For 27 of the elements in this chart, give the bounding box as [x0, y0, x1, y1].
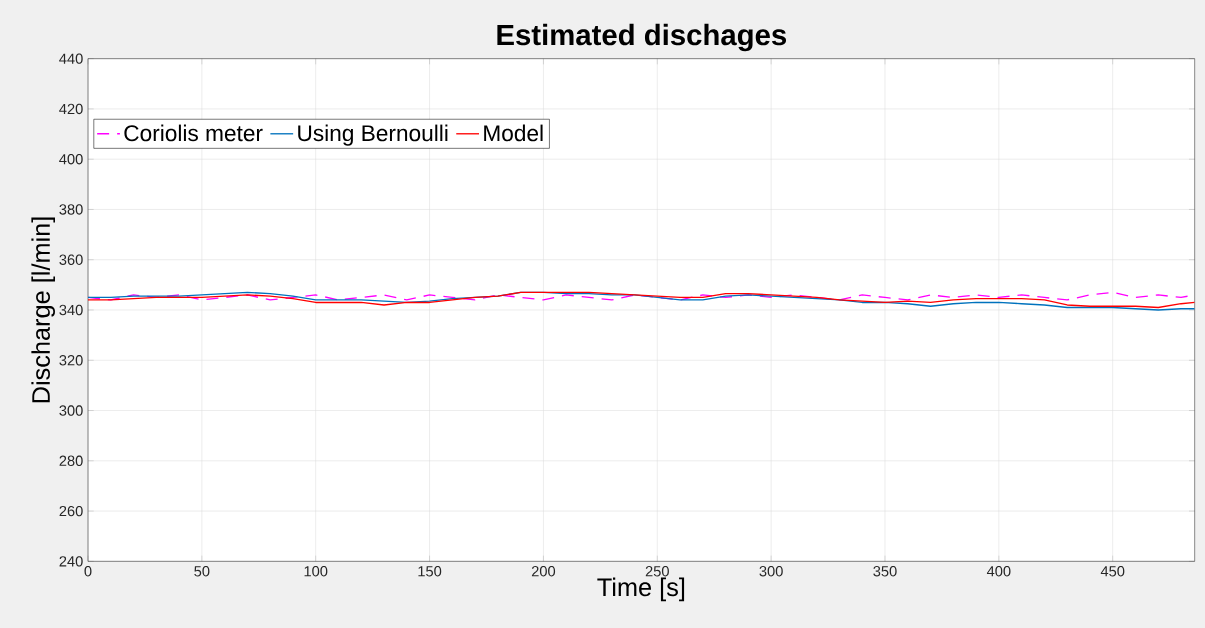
y-tick-label: 320 [59, 355, 83, 366]
legend-label: Coriolis meter [124, 124, 263, 142]
y-tick-label: 440 [59, 53, 83, 64]
legend-label: Model [484, 124, 543, 142]
y-tick-label: 260 [59, 505, 83, 517]
y-axis-title: Discharge [l/min] [31, 217, 55, 403]
y-tick-label: 360 [59, 254, 83, 265]
chart-title: Estimated dischages [497, 23, 787, 52]
x-tick-label: 400 [986, 566, 1011, 577]
x-tick-label: 50 [194, 566, 210, 577]
y-tick-label: 340 [59, 304, 83, 316]
y-tick-label: 280 [59, 455, 83, 466]
legend-label: Using Bernoulli [298, 124, 448, 146]
y-tick-label: 400 [59, 154, 83, 165]
x-tick-label: 450 [1100, 566, 1125, 577]
x-axis-title: Time [s] [597, 577, 685, 602]
x-tick-label: 150 [418, 566, 442, 577]
y-tick-label: 380 [59, 204, 83, 215]
x-tick-label: 250 [645, 566, 669, 577]
y-tick-label: 300 [59, 405, 83, 416]
y-tick-label: 420 [59, 103, 83, 115]
x-tick-label: 350 [873, 566, 897, 577]
x-tick-label: 200 [531, 566, 556, 577]
x-tick-label: 0 [84, 566, 92, 577]
x-tick-label: 300 [759, 566, 783, 577]
y-tick-label: 240 [59, 556, 83, 567]
x-tick-label: 100 [304, 566, 328, 577]
